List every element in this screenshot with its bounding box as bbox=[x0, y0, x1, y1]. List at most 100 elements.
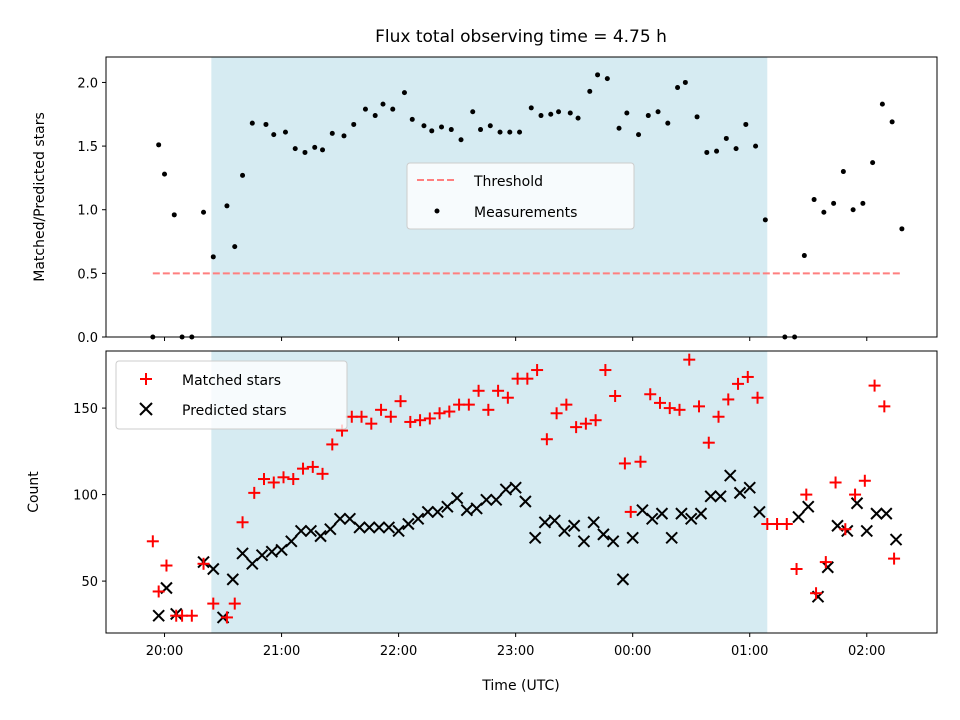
measurement-point bbox=[821, 209, 827, 215]
matched-point bbox=[634, 455, 647, 468]
measurement-point bbox=[694, 114, 700, 120]
measurement-point bbox=[390, 106, 396, 112]
top-y-tick-label: 2.0 bbox=[77, 76, 98, 91]
bottom-axes-frame bbox=[105, 350, 938, 634]
predicted-point bbox=[372, 521, 386, 534]
matched-point bbox=[236, 516, 249, 529]
matched-point bbox=[185, 609, 198, 622]
predicted-point bbox=[294, 524, 308, 538]
measurement-point bbox=[636, 132, 642, 138]
matched-point bbox=[810, 587, 823, 600]
measurement-point bbox=[487, 123, 493, 129]
measurement-point bbox=[329, 130, 335, 136]
measurement-point bbox=[380, 101, 386, 107]
matched-point bbox=[146, 535, 159, 548]
predicted-point bbox=[714, 490, 727, 503]
predicted-point bbox=[841, 524, 854, 538]
matched-point bbox=[732, 377, 745, 390]
predicted-point bbox=[528, 531, 542, 545]
predicted-point bbox=[509, 481, 522, 494]
bottom-y-axis-label: Count bbox=[26, 471, 42, 513]
legend-predicted-label: Predicted stars bbox=[182, 403, 287, 419]
top-x-ticks bbox=[164, 337, 868, 341]
matched-point bbox=[258, 473, 271, 486]
measurement-point bbox=[232, 244, 238, 250]
x-axis-label: Time (UTC) bbox=[481, 678, 559, 694]
bottom-y-axis: 50 100 150 bbox=[73, 402, 106, 590]
measurement-point bbox=[429, 128, 435, 134]
measurement-point bbox=[733, 146, 739, 152]
measurement-point bbox=[341, 133, 347, 139]
matched-point bbox=[722, 393, 735, 406]
top-axes-frame bbox=[105, 56, 938, 338]
matched-point bbox=[521, 372, 534, 385]
matched-point bbox=[267, 476, 280, 489]
matched-point bbox=[560, 398, 573, 411]
predicted-point bbox=[626, 531, 639, 545]
bottom-legend-box bbox=[115, 360, 348, 430]
measurement-point bbox=[575, 115, 581, 121]
predicted-point bbox=[450, 491, 464, 505]
predicted-point bbox=[753, 505, 766, 519]
predicted-point bbox=[870, 507, 883, 520]
measurement-point bbox=[478, 127, 484, 133]
top-legend: Threshold Measurements bbox=[406, 162, 635, 230]
matched-point bbox=[790, 562, 803, 575]
measurement-point bbox=[595, 72, 601, 78]
matched-point bbox=[197, 557, 210, 570]
legend-matched-swatch bbox=[140, 373, 152, 385]
predicted-point bbox=[577, 535, 591, 548]
predicted-point bbox=[587, 516, 600, 529]
predicted-point bbox=[382, 521, 396, 534]
x-tick-label: 21:00 bbox=[263, 644, 300, 659]
top-y-tick-label: 1.0 bbox=[77, 204, 98, 219]
matched-point bbox=[375, 403, 388, 416]
measurement-point bbox=[616, 125, 622, 131]
predicted-point bbox=[665, 531, 678, 545]
matched-point bbox=[888, 552, 901, 565]
predicted-point bbox=[255, 548, 269, 562]
predicted-point bbox=[880, 507, 893, 520]
measurement-point bbox=[507, 129, 513, 135]
measurement-point bbox=[850, 207, 856, 213]
matched-point bbox=[297, 462, 310, 475]
matched-point bbox=[443, 405, 456, 418]
predicted-point bbox=[558, 524, 571, 538]
x-tick-label: 00:00 bbox=[614, 644, 651, 659]
measurement-point bbox=[240, 172, 246, 178]
predicted-point bbox=[402, 517, 415, 531]
measurement-point bbox=[362, 106, 368, 112]
measurement-point bbox=[889, 119, 895, 125]
predicted-point bbox=[733, 486, 747, 500]
predicted-point bbox=[363, 521, 376, 534]
matched-point bbox=[644, 388, 657, 401]
matched-point bbox=[751, 391, 764, 404]
predicted-point bbox=[431, 505, 444, 519]
measurement-point bbox=[743, 121, 749, 127]
measurement-point bbox=[162, 171, 168, 177]
predicted-point bbox=[207, 562, 220, 576]
predicted-point bbox=[304, 524, 318, 538]
top-y-axis-label: Matched/Predicted stars bbox=[32, 112, 48, 282]
bottom-plot-marks bbox=[146, 353, 903, 624]
matched-point bbox=[404, 415, 417, 428]
matched-point bbox=[277, 471, 290, 484]
predicted-point bbox=[324, 522, 337, 536]
measurement-point bbox=[899, 226, 905, 232]
predicted-point bbox=[704, 490, 717, 503]
matched-point bbox=[384, 410, 397, 423]
measurement-point bbox=[372, 113, 378, 119]
measurement-point bbox=[714, 148, 720, 154]
measurement-point bbox=[682, 79, 688, 85]
measurement-point bbox=[320, 147, 326, 153]
bottom-y-tick-label: 50 bbox=[81, 575, 98, 590]
measurement-point bbox=[282, 129, 288, 135]
predicted-point bbox=[392, 524, 405, 538]
matched-point bbox=[482, 403, 495, 416]
matched-point bbox=[531, 364, 544, 377]
matched-point bbox=[589, 414, 602, 427]
predicted-point bbox=[694, 507, 708, 520]
predicted-point bbox=[675, 507, 688, 520]
predicted-point bbox=[460, 503, 474, 517]
predicted-point bbox=[421, 505, 435, 519]
